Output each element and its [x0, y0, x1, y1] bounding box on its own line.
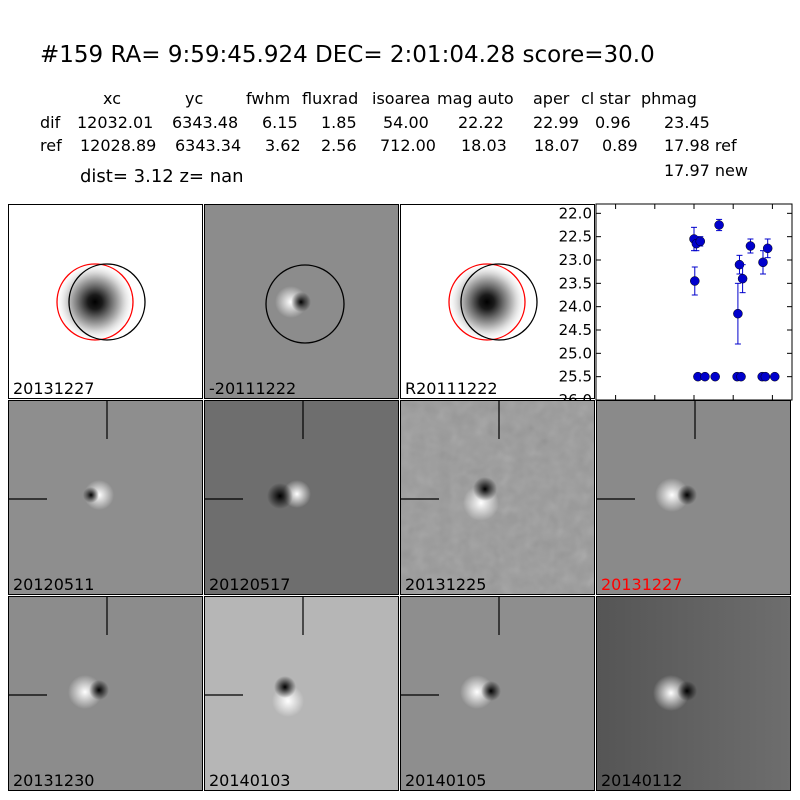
- data-point: [760, 371, 771, 382]
- col-fluxrad: fluxrad: [302, 89, 359, 108]
- cell: 6.15: [262, 113, 298, 132]
- ref-aperture-circle: [56, 263, 134, 341]
- y-tick-label: 23.0: [559, 251, 592, 269]
- light-curve-plot: 22.022.523.023.524.024.525.025.526.0-100…: [559, 203, 793, 420]
- cell: 23.45: [664, 113, 710, 132]
- cell: 1.85: [321, 113, 357, 132]
- cutout-panel-5: 20131230: [8, 596, 203, 791]
- panel-date-label: 20131230: [13, 771, 95, 790]
- cell: 6343.34: [175, 136, 242, 155]
- cutout-panel-3: 20131225: [400, 400, 595, 595]
- cell: 12032.01: [77, 113, 154, 132]
- cell: 54.00: [383, 113, 429, 132]
- dif-aperture-circle: [68, 263, 146, 341]
- data-point: [736, 371, 746, 382]
- data-point: [710, 371, 720, 382]
- y-tick-label: 25.0: [559, 344, 592, 362]
- dif-aperture-circle: [265, 264, 345, 344]
- light-curve-svg: 22.022.523.023.524.024.525.025.526.0-100…: [559, 203, 793, 420]
- col-phmag: phmag: [641, 89, 697, 108]
- col-fwhm: fwhm: [246, 89, 291, 108]
- y-tick-label: 24.5: [559, 321, 592, 339]
- panel-date-label: 20120517: [209, 575, 291, 594]
- panel-date-label: 20140112: [601, 771, 683, 790]
- col-mag-auto: mag auto: [437, 89, 514, 108]
- cutout-panel-7: 20140105: [400, 596, 595, 791]
- panel-date-label: 20140105: [405, 771, 487, 790]
- cell: 12028.89: [80, 136, 157, 155]
- panel-date-label: 20131227: [13, 379, 95, 398]
- data-point: [737, 273, 748, 284]
- dist-z-readout: dist= 3.12 z= nan: [80, 166, 244, 187]
- stamp-image: [9, 401, 202, 594]
- cutout-panel-4: 20131227: [596, 400, 791, 595]
- y-tick-label: 24.0: [559, 298, 592, 316]
- stamp-image: [401, 401, 594, 594]
- stamp-panel-3: R20111222: [400, 204, 595, 399]
- stamp-image: [401, 597, 594, 790]
- cell: 18.03: [461, 136, 507, 155]
- y-tick-label: 22.0: [559, 204, 592, 222]
- cell: 2.56: [321, 136, 357, 155]
- cell: 712.00: [380, 136, 436, 155]
- stamp-image: [597, 597, 790, 790]
- col-yc: yc: [185, 89, 204, 108]
- new-mag-note: 17.97 new: [664, 161, 748, 180]
- y-tick-label: 25.5: [559, 368, 592, 386]
- cutout-panel-2: 20120517: [204, 400, 399, 595]
- candidate-title: #159 RA= 9:59:45.924 DEC= 2:01:04.28 sco…: [40, 42, 655, 68]
- data-point: [762, 243, 773, 254]
- panel-date-label-highlight: 20131227: [601, 575, 683, 594]
- panel-date-label: R20111222: [405, 379, 498, 398]
- data-point: [700, 371, 710, 382]
- stamp-panel-2: -20111222: [204, 204, 399, 399]
- panel-date-label: 20120511: [13, 575, 95, 594]
- stamp-image: [205, 401, 398, 594]
- cell: 18.07: [534, 136, 580, 155]
- cutout-panel-6: 20140103: [204, 596, 399, 791]
- panel-date-label: 20131225: [405, 575, 487, 594]
- panel-date-label: 20140103: [209, 771, 291, 790]
- cell: 0.96: [595, 113, 631, 132]
- stamp-image: [9, 597, 202, 790]
- row-label: ref: [40, 136, 62, 155]
- cell: 22.99: [533, 113, 579, 132]
- col-cl-star: cl star: [581, 89, 631, 108]
- dif-aperture-circle: [460, 263, 538, 341]
- panel-date-label: -20111222: [209, 379, 297, 398]
- cell: 17.98 ref: [664, 136, 737, 155]
- cutout-panel-8: 20140112: [596, 596, 791, 791]
- cell: 6343.48: [172, 113, 239, 132]
- stamp-image: [401, 205, 594, 398]
- stamp-panel-1: 20131227: [8, 204, 203, 399]
- y-tick-label: 23.5: [559, 274, 592, 292]
- data-point: [714, 220, 724, 230]
- row-label: dif: [40, 113, 61, 132]
- col-xc: xc: [103, 89, 121, 108]
- cell: 22.22: [458, 113, 504, 132]
- data-point: [745, 241, 756, 251]
- cutout-panel-1: 20120511: [8, 400, 203, 595]
- cell: 0.89: [602, 136, 638, 155]
- data-point: [733, 308, 743, 319]
- cell: 3.62: [265, 136, 301, 155]
- col-aper: aper: [533, 89, 570, 108]
- data-point: [690, 276, 700, 286]
- col-isoarea: isoarea: [372, 89, 431, 108]
- stamp-image: [597, 401, 790, 594]
- stamp-image: [9, 205, 202, 398]
- data-point: [758, 257, 768, 268]
- stamp-image: [205, 597, 398, 790]
- y-tick-label: 22.5: [559, 228, 592, 246]
- data-point: [695, 236, 706, 247]
- ref-aperture-circle: [448, 263, 526, 341]
- stamp-image: [205, 205, 398, 398]
- data-point: [770, 371, 780, 382]
